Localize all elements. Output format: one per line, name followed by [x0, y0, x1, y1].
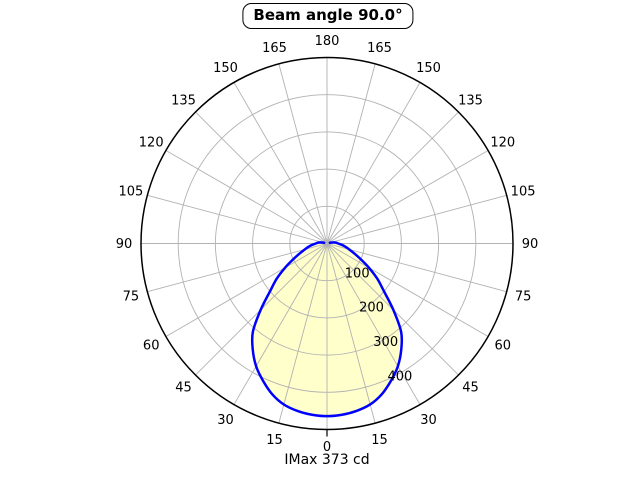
angle-tick-label: 120	[490, 136, 515, 151]
angle-gridline	[326, 82, 421, 244]
radial-gridline	[252, 168, 402, 319]
angle-gridline	[326, 243, 376, 424]
angle-gridline	[233, 243, 328, 405]
radial-tick-label: 400	[387, 370, 412, 385]
beam-curve	[250, 241, 404, 418]
angle-tick-label: 135	[458, 94, 483, 109]
angle-gridline	[195, 111, 328, 244]
angle-gridline	[147, 243, 328, 293]
radial-gridline	[214, 131, 440, 356]
angle-gridline	[278, 243, 328, 424]
angle-tick-label: 135	[171, 94, 196, 109]
angle-gridline	[233, 82, 328, 244]
angle-gridline	[278, 63, 328, 244]
angle-tick-label: 105	[511, 185, 536, 200]
angle-gridline	[326, 194, 507, 244]
angle-gridline	[165, 150, 328, 244]
angle-gridline	[326, 243, 421, 405]
chart-title: Beam angle 90.0°	[242, 3, 414, 29]
angle-tick-label: 180	[315, 34, 340, 49]
angle-tick-label: 75	[515, 290, 532, 305]
angle-gridline	[326, 150, 489, 244]
radial-tick-label: 100	[345, 266, 370, 281]
angle-tick-label: 150	[213, 61, 238, 76]
angle-tick-label: 15	[371, 433, 388, 448]
angle-gridline	[326, 111, 459, 244]
angle-tick-label: 165	[367, 41, 392, 56]
radial-tick-label: 200	[359, 301, 384, 316]
angle-gridline	[326, 243, 489, 337]
radial-gridline	[289, 205, 365, 282]
angle-tick-label: 75	[123, 290, 140, 305]
angle-tick-label: 45	[462, 381, 479, 396]
radial-gridline	[177, 94, 477, 393]
angle-tick-label: 90	[522, 237, 539, 252]
angle-tick-label: 165	[262, 41, 287, 56]
angle-tick-label: 60	[143, 339, 160, 354]
angle-gridline	[165, 243, 328, 337]
angle-tick-label: 45	[175, 381, 192, 396]
angle-tick-label: 0	[323, 440, 331, 455]
angle-gridline	[147, 194, 328, 244]
angle-tick-label: 105	[118, 185, 143, 200]
angle-gridline	[326, 243, 507, 293]
imax-label: IMax 373 cd	[284, 452, 370, 468]
angle-tick-label: 90	[116, 237, 133, 252]
angle-tick-label: 60	[495, 339, 512, 354]
radial-tick-label: 300	[373, 335, 398, 350]
angle-tick-label: 30	[217, 413, 234, 428]
angle-tick-label: 15	[266, 433, 283, 448]
angle-tick-label: 150	[416, 61, 441, 76]
angle-tick-label: 30	[420, 413, 437, 428]
angle-tick-label: 120	[139, 136, 164, 151]
angle-gridline	[326, 63, 376, 244]
